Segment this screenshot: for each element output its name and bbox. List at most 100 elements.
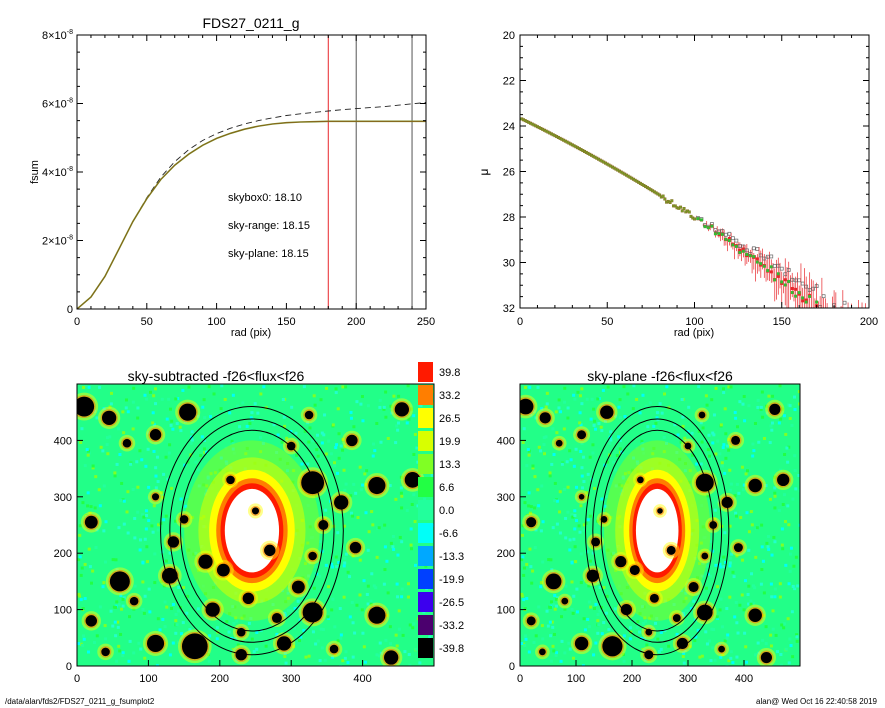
noise-pixel — [521, 441, 525, 445]
noise-pixel — [573, 527, 577, 531]
noise-pixel — [605, 594, 609, 598]
noise-pixel — [655, 416, 659, 420]
noise-pixel — [319, 627, 323, 631]
noise-pixel — [152, 504, 156, 508]
noise-pixel — [622, 659, 626, 663]
noise-pixel — [144, 464, 148, 468]
mu-point-inner — [595, 157, 598, 160]
noise-pixel — [591, 451, 595, 455]
noise-pixel — [156, 528, 160, 532]
noise-pixel — [154, 466, 158, 470]
noise-pixel — [655, 411, 659, 415]
noise-pixel — [738, 603, 742, 607]
fsum-xtick-label: 0 — [74, 316, 80, 328]
noise-pixel — [590, 397, 594, 401]
masked-star — [276, 636, 292, 651]
noise-pixel — [407, 417, 411, 421]
mu-point-green — [843, 326, 846, 329]
noise-pixel — [131, 487, 135, 491]
noise-pixel — [78, 594, 82, 598]
masked-star — [101, 647, 110, 657]
noise-pixel — [571, 515, 575, 519]
colorbar-label: 19.9 — [439, 436, 460, 448]
noise-pixel — [596, 619, 600, 623]
masked-star — [179, 403, 197, 421]
noise-pixel — [203, 416, 207, 420]
mu-point-inner — [607, 163, 611, 167]
noise-pixel — [787, 523, 791, 527]
mu-point-inner — [583, 150, 586, 153]
noise-pixel — [797, 474, 800, 478]
noise-pixel — [788, 637, 792, 641]
noise-pixel — [400, 587, 404, 591]
mu-point-green — [780, 280, 784, 284]
noise-pixel — [591, 551, 595, 555]
noise-pixel — [255, 631, 259, 635]
noise-pixel — [612, 460, 616, 464]
noise-pixel — [136, 485, 140, 489]
noise-pixel — [115, 600, 119, 604]
mu-point-inner — [661, 194, 665, 198]
noise-pixel — [713, 517, 717, 521]
mu-point-gray — [724, 232, 728, 237]
noise-pixel — [331, 597, 335, 601]
mu-point-green — [797, 291, 801, 295]
noise-pixel — [377, 654, 381, 658]
noise-pixel — [224, 625, 228, 629]
noise-pixel — [323, 413, 327, 417]
noise-pixel — [648, 401, 652, 405]
masked-star — [146, 634, 165, 653]
noise-pixel — [146, 496, 150, 500]
noise-pixel — [136, 406, 140, 410]
noise-pixel — [793, 469, 797, 473]
mu-point-green — [734, 244, 738, 248]
sky-subtracted-title: sky-subtracted -f26<flux<f26 — [128, 368, 305, 384]
sky-subtracted-frame — [76, 383, 435, 667]
noise-pixel — [82, 634, 86, 638]
noise-pixel — [186, 594, 190, 598]
noise-pixel — [773, 491, 777, 495]
noise-pixel — [579, 449, 583, 453]
noise-pixel — [295, 453, 299, 457]
noise-pixel — [756, 641, 760, 645]
noise-pixel — [578, 530, 582, 534]
noise-pixel — [577, 524, 581, 528]
mu-point-green — [812, 308, 815, 311]
noise-pixel — [756, 405, 760, 409]
mu-point-red — [843, 329, 846, 332]
mu-point-gray — [800, 281, 805, 286]
masked-star — [600, 405, 614, 419]
noise-pixel — [728, 595, 732, 599]
noise-pixel — [784, 563, 788, 567]
noise-pixel — [730, 552, 734, 556]
noise-pixel — [223, 397, 227, 401]
noise-pixel — [206, 653, 210, 657]
noise-pixel — [156, 455, 160, 459]
noise-pixel — [578, 394, 582, 398]
mu-point-inner — [668, 201, 672, 204]
masked-star — [181, 633, 208, 660]
noise-pixel — [341, 448, 345, 452]
mu-point-gray — [850, 322, 853, 325]
mu-point-inner — [630, 177, 633, 180]
noise-pixel — [532, 641, 536, 645]
noise-pixel — [533, 546, 537, 550]
noise-pixel — [579, 423, 583, 427]
noise-pixel — [117, 644, 121, 648]
noise-pixel — [145, 560, 149, 564]
noise-pixel — [413, 432, 417, 436]
noise-pixel — [358, 465, 362, 469]
noise-pixel — [349, 511, 353, 515]
noise-pixel — [691, 453, 695, 457]
noise-pixel — [196, 468, 200, 472]
noise-pixel — [524, 637, 528, 641]
noise-pixel — [194, 460, 198, 464]
noise-pixel — [699, 462, 703, 466]
noise-pixel — [572, 537, 576, 541]
noise-pixel — [87, 547, 91, 551]
noise-pixel — [379, 440, 383, 444]
noise-pixel — [321, 628, 325, 632]
noise-pixel — [105, 443, 109, 447]
noise-pixel — [238, 429, 242, 433]
noise-pixel — [153, 581, 157, 585]
